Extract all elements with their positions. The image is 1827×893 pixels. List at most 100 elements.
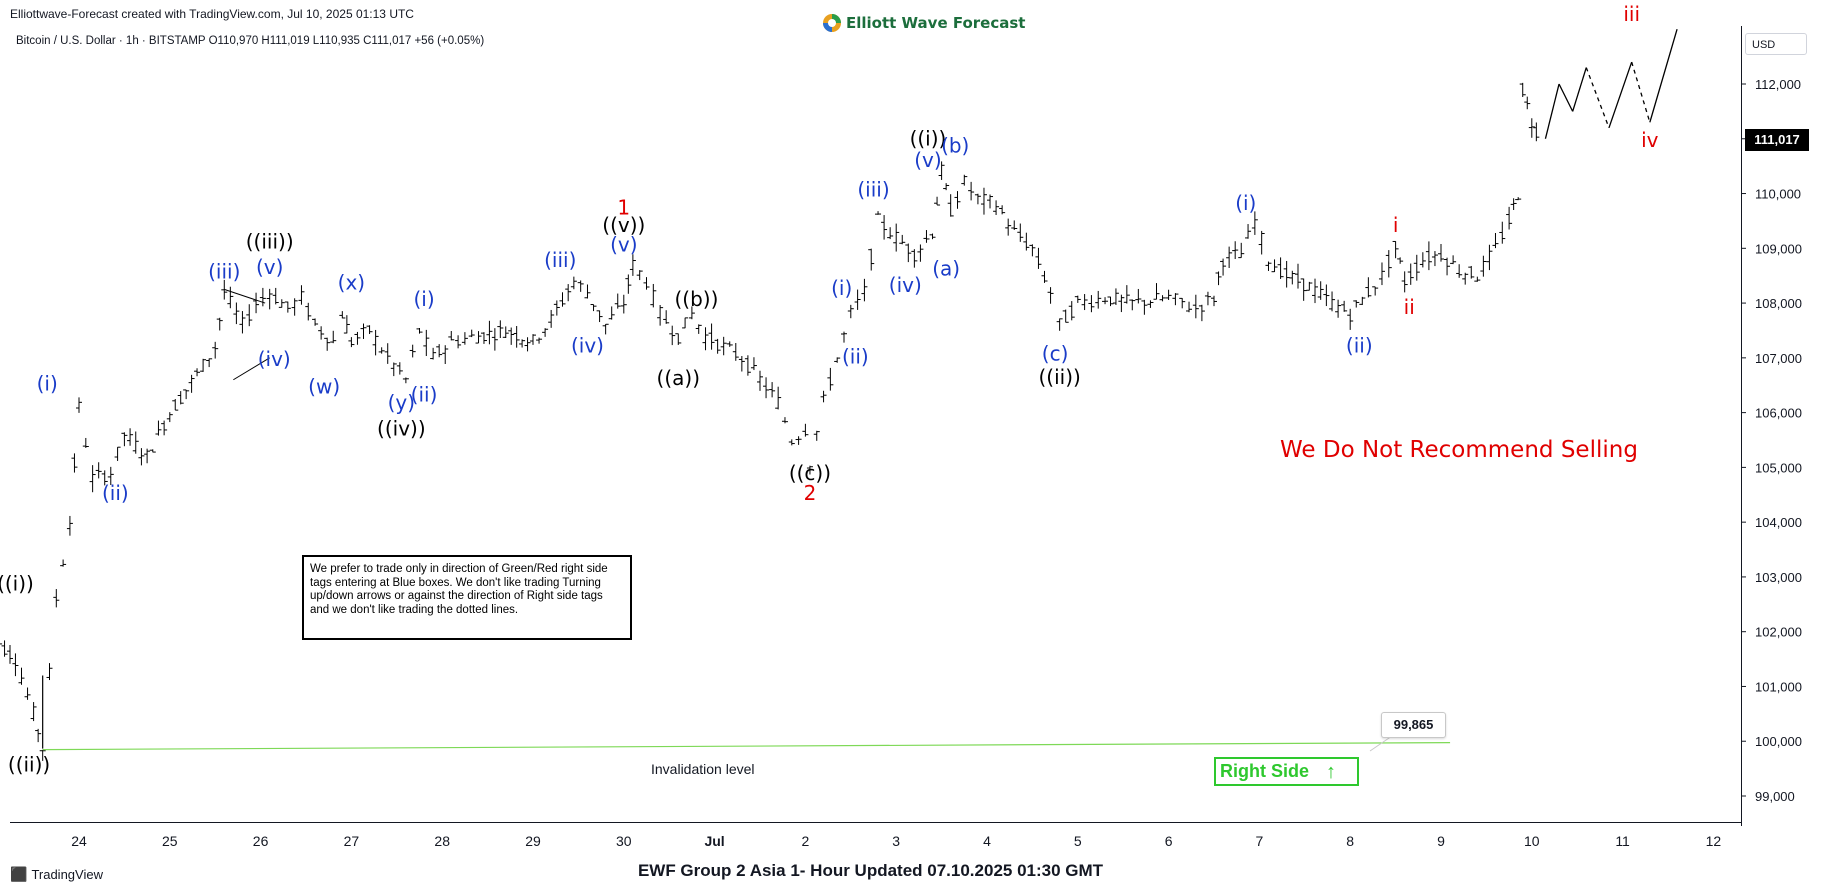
wave-label: ((iv)) — [377, 417, 426, 441]
time-tick-label: 6 — [1165, 833, 1173, 849]
wave-label: (ii) — [411, 383, 438, 407]
projection-segment — [1544, 83, 1560, 139]
time-axis-line — [10, 822, 1741, 823]
time-tick-label: Jul — [704, 833, 724, 849]
wave-label: (i) — [1235, 191, 1256, 215]
wave-label: (a) — [932, 257, 960, 281]
wave-label: iv — [1641, 128, 1659, 152]
wave-label: (v) — [914, 148, 941, 172]
time-tick-label: 29 — [525, 833, 541, 849]
projection-path — [1544, 29, 1678, 139]
selling-warning: We Do Not Recommend Selling — [1280, 437, 1638, 463]
wave-label: ((b)) — [674, 287, 718, 311]
price-tick-label: 100,000 — [1755, 734, 1802, 749]
time-tick-label: 2 — [802, 833, 810, 849]
wave-label: 2 — [804, 481, 817, 505]
time-tick-label: 12 — [1706, 833, 1722, 849]
wave-label: ((ii)) — [8, 752, 50, 776]
brand-logo: Elliott Wave Forecast — [822, 13, 1025, 33]
wave-label: ((iii)) — [246, 229, 294, 253]
wave-label: ((i)) — [0, 572, 34, 596]
invalidation-line — [42, 742, 1451, 751]
wave-label: (c) — [1042, 342, 1069, 366]
wave-label: (iv) — [258, 347, 291, 371]
price-tick-label: 105,000 — [1755, 460, 1802, 475]
time-tick-label: 30 — [616, 833, 632, 849]
time-tick-label: 9 — [1437, 833, 1445, 849]
time-tick-label: 11 — [1615, 833, 1630, 849]
time-tick-label: 7 — [1256, 833, 1264, 849]
wave-label: ((a)) — [657, 366, 700, 390]
wave-label: (x) — [338, 270, 365, 294]
price-tick-label: 106,000 — [1755, 406, 1802, 421]
price-tick-label: 112,000 — [1755, 77, 1801, 92]
last-price-tag: 111,017 — [1745, 129, 1809, 151]
price-tick-label: 109,000 — [1755, 241, 1802, 256]
wave-label: (ii) — [842, 344, 869, 368]
brand-name: Elliott Wave Forecast — [846, 14, 1026, 32]
wave-label: ((i)) — [910, 126, 947, 150]
wave-label: (ii) — [102, 481, 129, 505]
wave-label: (i) — [37, 372, 58, 396]
wave-label: (iv) — [571, 333, 604, 357]
chart-overlays — [42, 288, 1451, 752]
wave-label: (iii) — [544, 248, 576, 272]
wave-label: ii — [1404, 295, 1415, 319]
price-axis-ticks: 112,000111,000110,000109,000108,000107,0… — [1741, 77, 1802, 804]
tradingview-logo[interactable]: ⬛ TradingView — [10, 866, 103, 883]
header-credit: Elliottwave-Forecast created with Tradin… — [10, 7, 414, 21]
invalidation-price-callout: 99,865 — [1381, 712, 1446, 738]
wave-label: i — [1393, 213, 1399, 237]
time-tick-label: 5 — [1074, 833, 1082, 849]
time-tick-label: 24 — [71, 833, 87, 849]
projection-segment — [1649, 29, 1678, 123]
wave-label: (i) — [831, 276, 852, 300]
right-side-tag: Right Side ↑ — [1214, 757, 1359, 786]
wave-label: (i) — [413, 287, 434, 311]
right-side-label: Right Side — [1220, 761, 1309, 781]
time-tick-label: 4 — [983, 833, 991, 849]
price-tick-label: 110,000 — [1755, 187, 1801, 202]
triangle-line — [233, 357, 270, 381]
price-tick-label: 103,000 — [1755, 570, 1802, 585]
currency-selector[interactable]: USD — [1745, 33, 1807, 55]
price-tick-label: 102,000 — [1755, 625, 1802, 640]
wave-label: (v) — [610, 233, 637, 257]
time-tick-label: 10 — [1524, 833, 1540, 849]
projection-segment — [1631, 61, 1651, 123]
wave-label: (iii) — [857, 177, 889, 201]
price-tick-label: 108,000 — [1755, 296, 1802, 311]
callout-pointer — [1369, 735, 1393, 752]
wave-labels: ((i))((ii))(i)(ii)(iii)((iii))(v)(iv)(x)… — [0, 2, 1659, 776]
time-tick-label: 25 — [162, 833, 178, 849]
tv-logo-text: TradingView — [31, 867, 103, 882]
projection-segment — [1558, 83, 1574, 112]
price-axis[interactable] — [1741, 26, 1827, 826]
up-arrow-icon: ↑ — [1326, 761, 1336, 783]
time-tick-label: 28 — [434, 833, 450, 849]
price-tick-label: 99,000 — [1755, 789, 1795, 804]
time-axis-ticks: 24 25 26 27 28 29 30 Jul 2 3 4 5 6 7 8 9 10 11 12 — [71, 833, 1721, 849]
footer-title: EWF Group 2 Asia 1- Hour Updated 07.10.2… — [637, 861, 1104, 880]
wave-label: (ii) — [1346, 333, 1373, 357]
price-tick-label: 107,000 — [1755, 351, 1802, 366]
ohlc-bars — [0, 82, 1540, 761]
projection-segment — [1572, 67, 1587, 112]
time-tick-label: 26 — [253, 833, 269, 849]
price-tick-label: 104,000 — [1755, 515, 1802, 530]
time-tick-label: 8 — [1346, 833, 1354, 849]
wave-label: iii — [1623, 2, 1640, 26]
wave-label: (v) — [256, 255, 283, 279]
tv-logo-icon: ⬛ — [10, 866, 28, 882]
wave-label: (iv) — [889, 273, 922, 297]
trading-note-box: We prefer to trade only in direction of … — [302, 555, 632, 640]
elliott-wave-logo-icon — [823, 14, 841, 32]
wave-label: ((v)) — [602, 213, 645, 237]
wave-label: (w) — [308, 374, 340, 398]
wave-label: (b) — [941, 133, 969, 157]
time-tick-label: 27 — [344, 833, 360, 849]
wave-label: ((c)) — [789, 461, 831, 485]
projection-segment — [1608, 61, 1633, 129]
wave-label: (y) — [388, 390, 415, 414]
